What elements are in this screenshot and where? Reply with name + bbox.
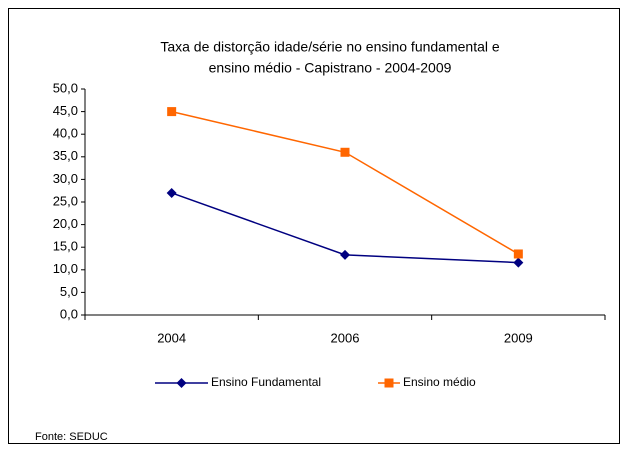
legend-label: Ensino Fundamental (211, 375, 321, 389)
y-tick-label: 40,0 (53, 126, 78, 141)
x-tick-label: 2004 (157, 330, 186, 345)
legend-label: Ensino médio (403, 375, 476, 389)
chart-frame (8, 8, 620, 444)
source-note: Fonte: SEDUC (35, 431, 108, 443)
y-tick-label: 50,0 (53, 80, 78, 95)
y-tick-label: 5,0 (60, 284, 78, 299)
data-point (513, 257, 524, 268)
y-tick-label: 15,0 (53, 239, 78, 254)
chart-title: Taxa de distorção idade/série no ensino … (160, 39, 500, 55)
y-tick-label: 0,0 (60, 306, 78, 321)
legend-marker (176, 378, 187, 388)
legend-marker (384, 378, 394, 388)
y-tick-label: 30,0 (53, 171, 78, 186)
y-tick-label: 25,0 (53, 193, 78, 208)
y-tick-label: 20,0 (53, 216, 78, 231)
y-tick-label: 35,0 (53, 148, 78, 163)
data-point (167, 107, 177, 117)
chart-title: ensino médio - Capistrano - 2004-2009 (209, 60, 452, 76)
x-tick-label: 2006 (331, 330, 360, 345)
data-point (166, 187, 177, 198)
y-tick-label: 10,0 (53, 261, 78, 276)
x-tick-label: 2009 (504, 330, 533, 345)
data-point (513, 249, 523, 259)
data-point (340, 249, 350, 260)
data-point (340, 147, 350, 157)
y-tick-label: 45,0 (53, 103, 78, 118)
